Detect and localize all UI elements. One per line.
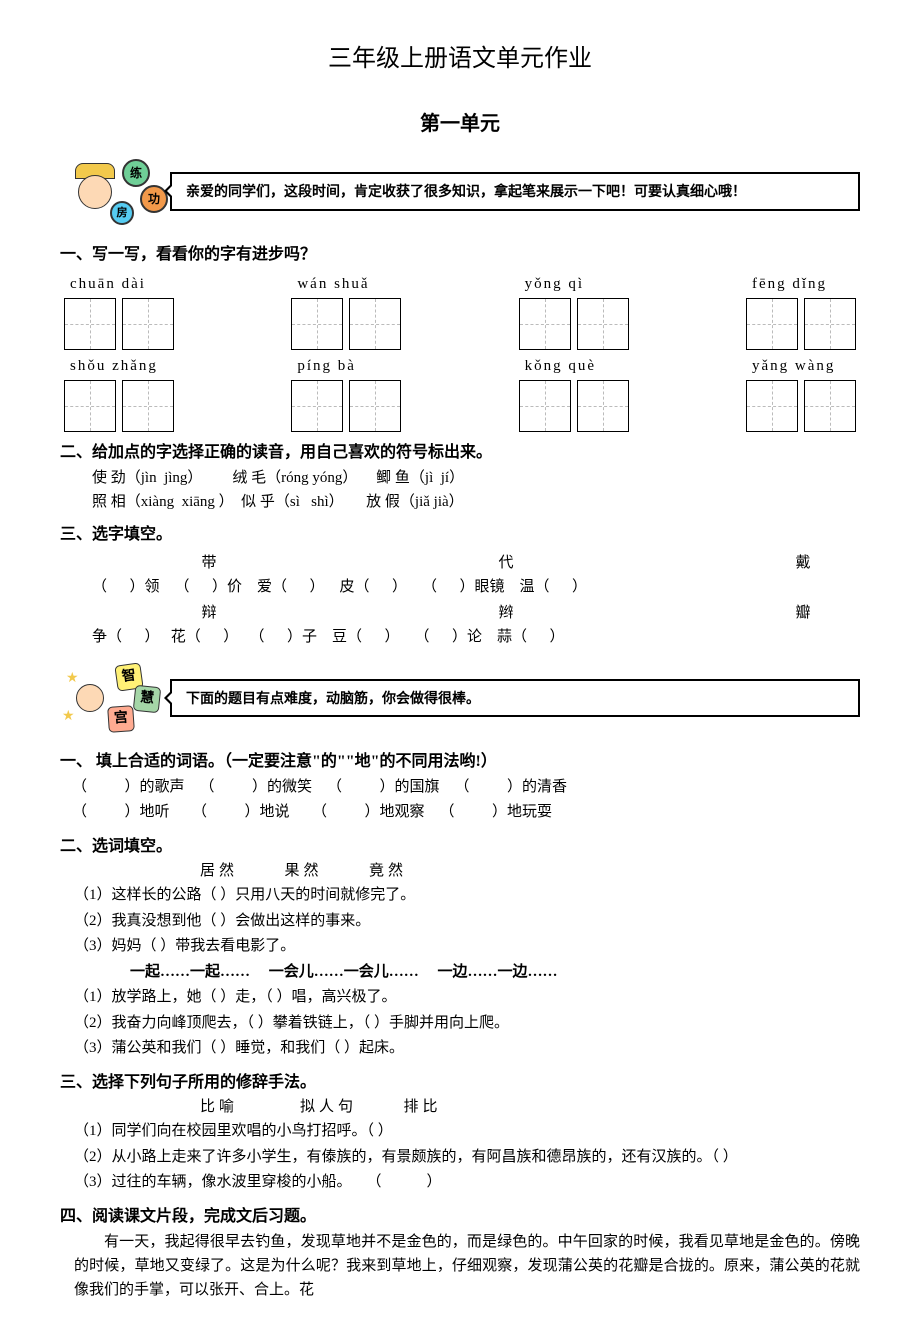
tianzi-box[interactable]: [64, 298, 116, 350]
secB3-q3: （3）过往的车辆，像水波里穿梭的小船。 （ ）: [60, 1170, 860, 1196]
pinyin-label: kǒng què: [519, 354, 596, 378]
pinyin-label: píng bà: [291, 354, 356, 378]
secB2-q1: （1）这样长的公路（ ）只用八天的时间就修完了。: [60, 883, 860, 909]
tianzi-box[interactable]: [746, 298, 798, 350]
pinyin-group: yǒng qì: [519, 272, 629, 350]
sec3-heading: 三、选字填空。: [60, 522, 860, 548]
pinyin-label: chuān dài: [64, 272, 146, 296]
unit-title: 第一单元: [60, 108, 860, 140]
pinyin-group: fēng dǐng: [746, 272, 856, 350]
banner-1-text: 亲爱的同学们，这段时间，肯定收获了很多知识，拿起笔来展示一下吧！可要认真细心哦！: [170, 172, 860, 210]
secB3-heading: 三、选择下列句子所用的修辞手法。: [60, 1070, 860, 1096]
pinyin-label: yǒng qì: [519, 272, 584, 296]
secB1-line1: （ ）的歌声 （ ）的微笑 （ ）的国旗 （ ）的清香: [60, 775, 860, 801]
secB2-q5: （2）我奋力向峰顶爬去，（ ）攀着铁链上，（ ）手脚并用向上爬。: [60, 1011, 860, 1037]
tianzi-box[interactable]: [64, 380, 116, 432]
banner-2: ★ ★ 智 慧 宫 下面的题目有点难度，动脑筋，你会做得很棒。: [60, 662, 860, 734]
badge-lian: 练: [122, 159, 150, 187]
secB2-words2: 一起……一起…… 一会儿……一会儿…… 一边……一边……: [60, 960, 860, 986]
secB1-line2: （ ）地听 （ ）地说 （ ）地观察 （ ）地玩耍: [60, 800, 860, 826]
pinyin-group: wán shuǎ: [291, 272, 401, 350]
tianzi-box[interactable]: [746, 380, 798, 432]
sec2-line1: 使 劲（jìn jìng） 绒 毛（róng yóng） 鲫 鱼（jì jí）: [60, 466, 860, 490]
pinyin-label: fēng dǐng: [746, 272, 827, 296]
pinyin-label: wán shuǎ: [291, 272, 369, 296]
tianzi-box[interactable]: [577, 380, 629, 432]
pinyin-row-1: chuān dài wán shuǎ yǒng qì fēng dǐng: [60, 272, 860, 350]
tianzi-box[interactable]: [349, 380, 401, 432]
secB3-words: 比喻 拟人句 排比: [60, 1095, 860, 1119]
secB3-q2: （2）从小路上走来了许多小学生，有傣族的，有景颇族的，有阿昌族和德昂族的，还有汉…: [60, 1145, 860, 1171]
pinyin-group: kǒng què: [519, 354, 629, 432]
pinyin-group: píng bà: [291, 354, 401, 432]
secB2-q2: （2）我真没想到他（ ）会做出这样的事来。: [60, 909, 860, 935]
tianzi-box[interactable]: [291, 298, 343, 350]
tianzi-box[interactable]: [349, 298, 401, 350]
tianzi-box[interactable]: [122, 298, 174, 350]
sec3-opt2: 辩 辫 瓣: [60, 601, 860, 625]
tianzi-box[interactable]: [519, 298, 571, 350]
main-title: 三年级上册语文单元作业: [60, 40, 860, 78]
secB2-q6: （3）蒲公英和我们（ ）睡觉，和我们（ ）起床。: [60, 1036, 860, 1062]
pinyin-row-2: shǒu zhǎng píng bà kǒng què yǎng wàng: [60, 354, 860, 432]
secB4-heading: 四、阅读课文片段，完成文后习题。: [60, 1204, 860, 1230]
pinyin-label: shǒu zhǎng: [64, 354, 158, 378]
sec3-opt1: 带 代 戴: [60, 551, 860, 575]
sec2-line2: 照 相（xiàng xiāng ） 似 乎（sì shì） 放 假（jiǎ ji…: [60, 490, 860, 514]
pinyin-group: yǎng wàng: [746, 354, 856, 432]
badge-fang: 房: [110, 201, 134, 225]
sec3-fill2: 争（ ） 花（ ） （ ）子 豆（ ） （ ）论 蒜（ ）: [60, 625, 860, 651]
tianzi-box[interactable]: [577, 298, 629, 350]
tianzi-box[interactable]: [291, 380, 343, 432]
secB4-passage: 有一天，我起得很早去钓鱼，发现草地并不是金色的，而是绿色的。中午回家的时候，我看…: [60, 1230, 860, 1302]
tianzi-box[interactable]: [804, 380, 856, 432]
pinyin-group: shǒu zhǎng: [64, 354, 174, 432]
tianzi-box[interactable]: [122, 380, 174, 432]
secB2-words1: 居然 果然 竟然: [60, 859, 860, 883]
tianzi-box[interactable]: [519, 380, 571, 432]
sec1-heading: 一、写一写，看看你的字有进步吗？: [60, 242, 860, 268]
pinyin-label: yǎng wàng: [746, 354, 835, 378]
tianzi-box[interactable]: [804, 298, 856, 350]
secB2-q4: （1）放学路上，她（ ）走，（ ）唱，高兴极了。: [60, 985, 860, 1011]
mascot-2: ★ ★ 智 慧 宫: [60, 662, 170, 734]
sec2-heading: 二、给加点的字选择正确的读音，用自己喜欢的符号标出来。: [60, 440, 860, 466]
secB3-q1: （1）同学们向在校园里欢唱的小鸟打招呼。（ ）: [60, 1119, 860, 1145]
banner-1: 练 功 房 亲爱的同学们，这段时间，肯定收获了很多知识，拿起笔来展示一下吧！可要…: [60, 155, 860, 227]
badge-gong2: 宫: [107, 705, 135, 733]
banner-2-text: 下面的题目有点难度，动脑筋，你会做得很棒。: [170, 679, 860, 717]
secB1-heading: 一、 填上合适的词语。（一定要注意"的""地"的不同用法哟!）: [60, 749, 860, 775]
secB2-heading: 二、选词填空。: [60, 834, 860, 860]
pinyin-group: chuān dài: [64, 272, 174, 350]
secB2-q3: （3）妈妈（ ）带我去看电影了。: [60, 934, 860, 960]
sec3-fill1: （ ）领 （ ）价 爱（ ） 皮（ ） （ ）眼镜 温（ ）: [60, 575, 860, 601]
mascot-1: 练 功 房: [60, 155, 170, 227]
